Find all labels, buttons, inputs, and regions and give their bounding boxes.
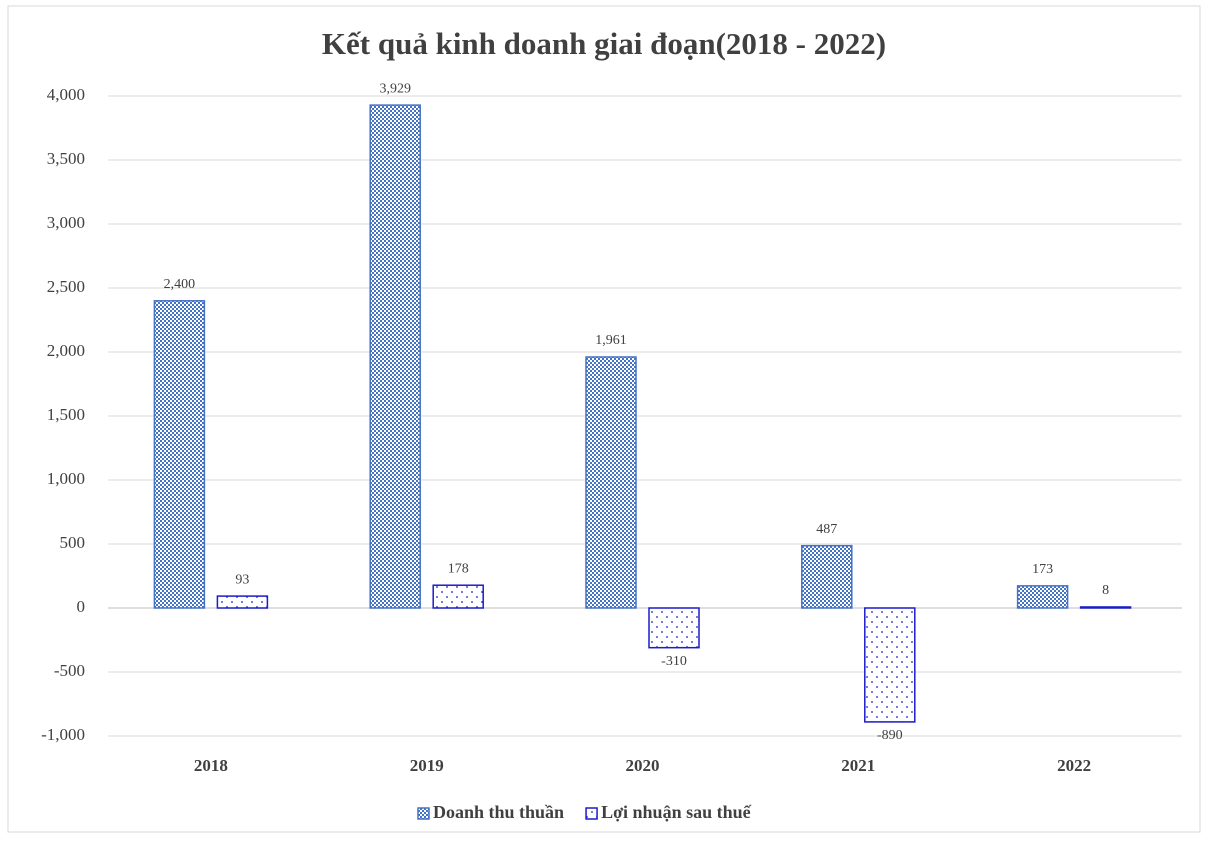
value-label: 93: [235, 572, 249, 587]
value-label: -310: [661, 654, 687, 669]
legend-label: Doanh thu thuần: [433, 802, 564, 822]
bar: [216, 595, 269, 609]
value-label: 8: [1102, 583, 1109, 598]
legend-label: Lợi nhuận sau thuế: [601, 802, 752, 822]
value-label: -890: [877, 728, 903, 743]
bar: [153, 300, 206, 609]
chart-title: Kết quả kinh doanh giai đoạn(2018 - 2022…: [322, 26, 886, 61]
bar: [864, 607, 916, 723]
y-tick-label: 1,500: [47, 405, 85, 424]
bar: [801, 544, 853, 609]
bar: [1016, 585, 1069, 609]
bar: [1079, 606, 1132, 609]
value-label: 178: [448, 561, 469, 576]
bar: [432, 584, 484, 609]
y-tick-label: 3,500: [47, 149, 85, 168]
y-tick-label: -1,000: [41, 725, 85, 744]
x-tick-label: 2019: [410, 756, 444, 775]
bar: [648, 607, 700, 649]
y-tick-label: 2,000: [47, 341, 85, 360]
legend-swatch: [585, 807, 598, 820]
y-tick-label: 500: [60, 533, 86, 552]
y-tick-label: -500: [54, 661, 85, 680]
value-label: 3,929: [379, 81, 411, 96]
x-tick-label: 2020: [626, 756, 660, 775]
y-tick-label: 4,000: [47, 85, 85, 104]
x-tick-label: 2018: [194, 756, 228, 775]
y-tick-label: 2,500: [47, 277, 85, 296]
x-tick-label: 2022: [1057, 756, 1091, 775]
value-label: 173: [1032, 562, 1053, 577]
y-tick-label: 0: [77, 597, 86, 616]
y-tick-label: 1,000: [47, 469, 85, 488]
y-tick-label: 3,000: [47, 213, 85, 232]
value-label: 1,961: [595, 333, 627, 348]
bar: [585, 356, 637, 609]
x-tick-label: 2021: [841, 756, 875, 775]
value-label: 487: [816, 522, 837, 537]
legend-swatch: [417, 807, 430, 820]
bar: [369, 104, 421, 609]
value-label: 2,400: [164, 277, 196, 292]
